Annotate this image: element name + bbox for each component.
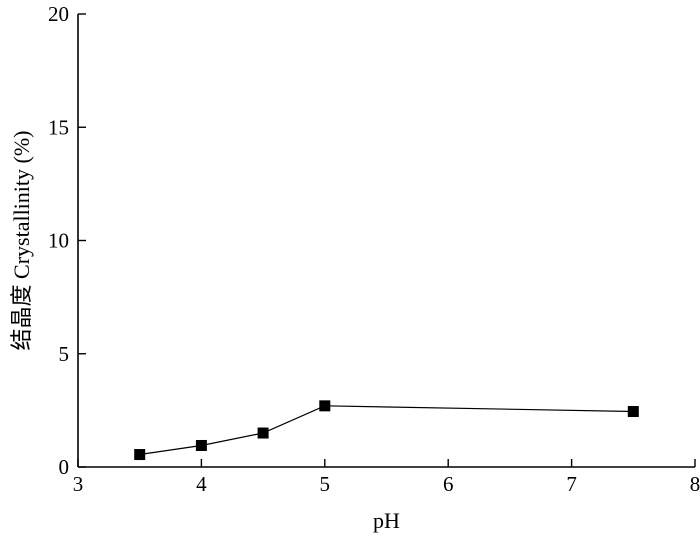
x-tick-label: 4 xyxy=(196,472,207,496)
data-point xyxy=(257,427,269,439)
x-tick-label: 6 xyxy=(443,472,454,496)
y-tick-label: 10 xyxy=(48,229,69,253)
data-point xyxy=(319,400,331,412)
data-point xyxy=(134,449,146,461)
data-point xyxy=(627,406,639,418)
y-tick-label: 15 xyxy=(48,115,69,139)
y-tick-label: 20 xyxy=(48,2,69,26)
y-ticks: 0 5 10 15 20 xyxy=(48,2,86,479)
data-point xyxy=(195,439,207,451)
axes xyxy=(77,14,695,468)
y-tick-label: 5 xyxy=(59,342,70,366)
x-tick-label: 5 xyxy=(320,472,331,496)
x-axis-title: pH xyxy=(373,508,400,533)
x-tick-label: 8 xyxy=(690,472,700,496)
series-group xyxy=(134,400,639,461)
series-line xyxy=(139,405,634,456)
x-tick-label: 7 xyxy=(566,472,577,496)
y-axis-title: 结晶度 Crystallinity (%) xyxy=(9,131,34,351)
x-tick-label: 3 xyxy=(73,472,84,496)
y-tick-label: 0 xyxy=(59,455,70,479)
x-ticks: 3 4 5 6 7 8 xyxy=(73,459,700,496)
